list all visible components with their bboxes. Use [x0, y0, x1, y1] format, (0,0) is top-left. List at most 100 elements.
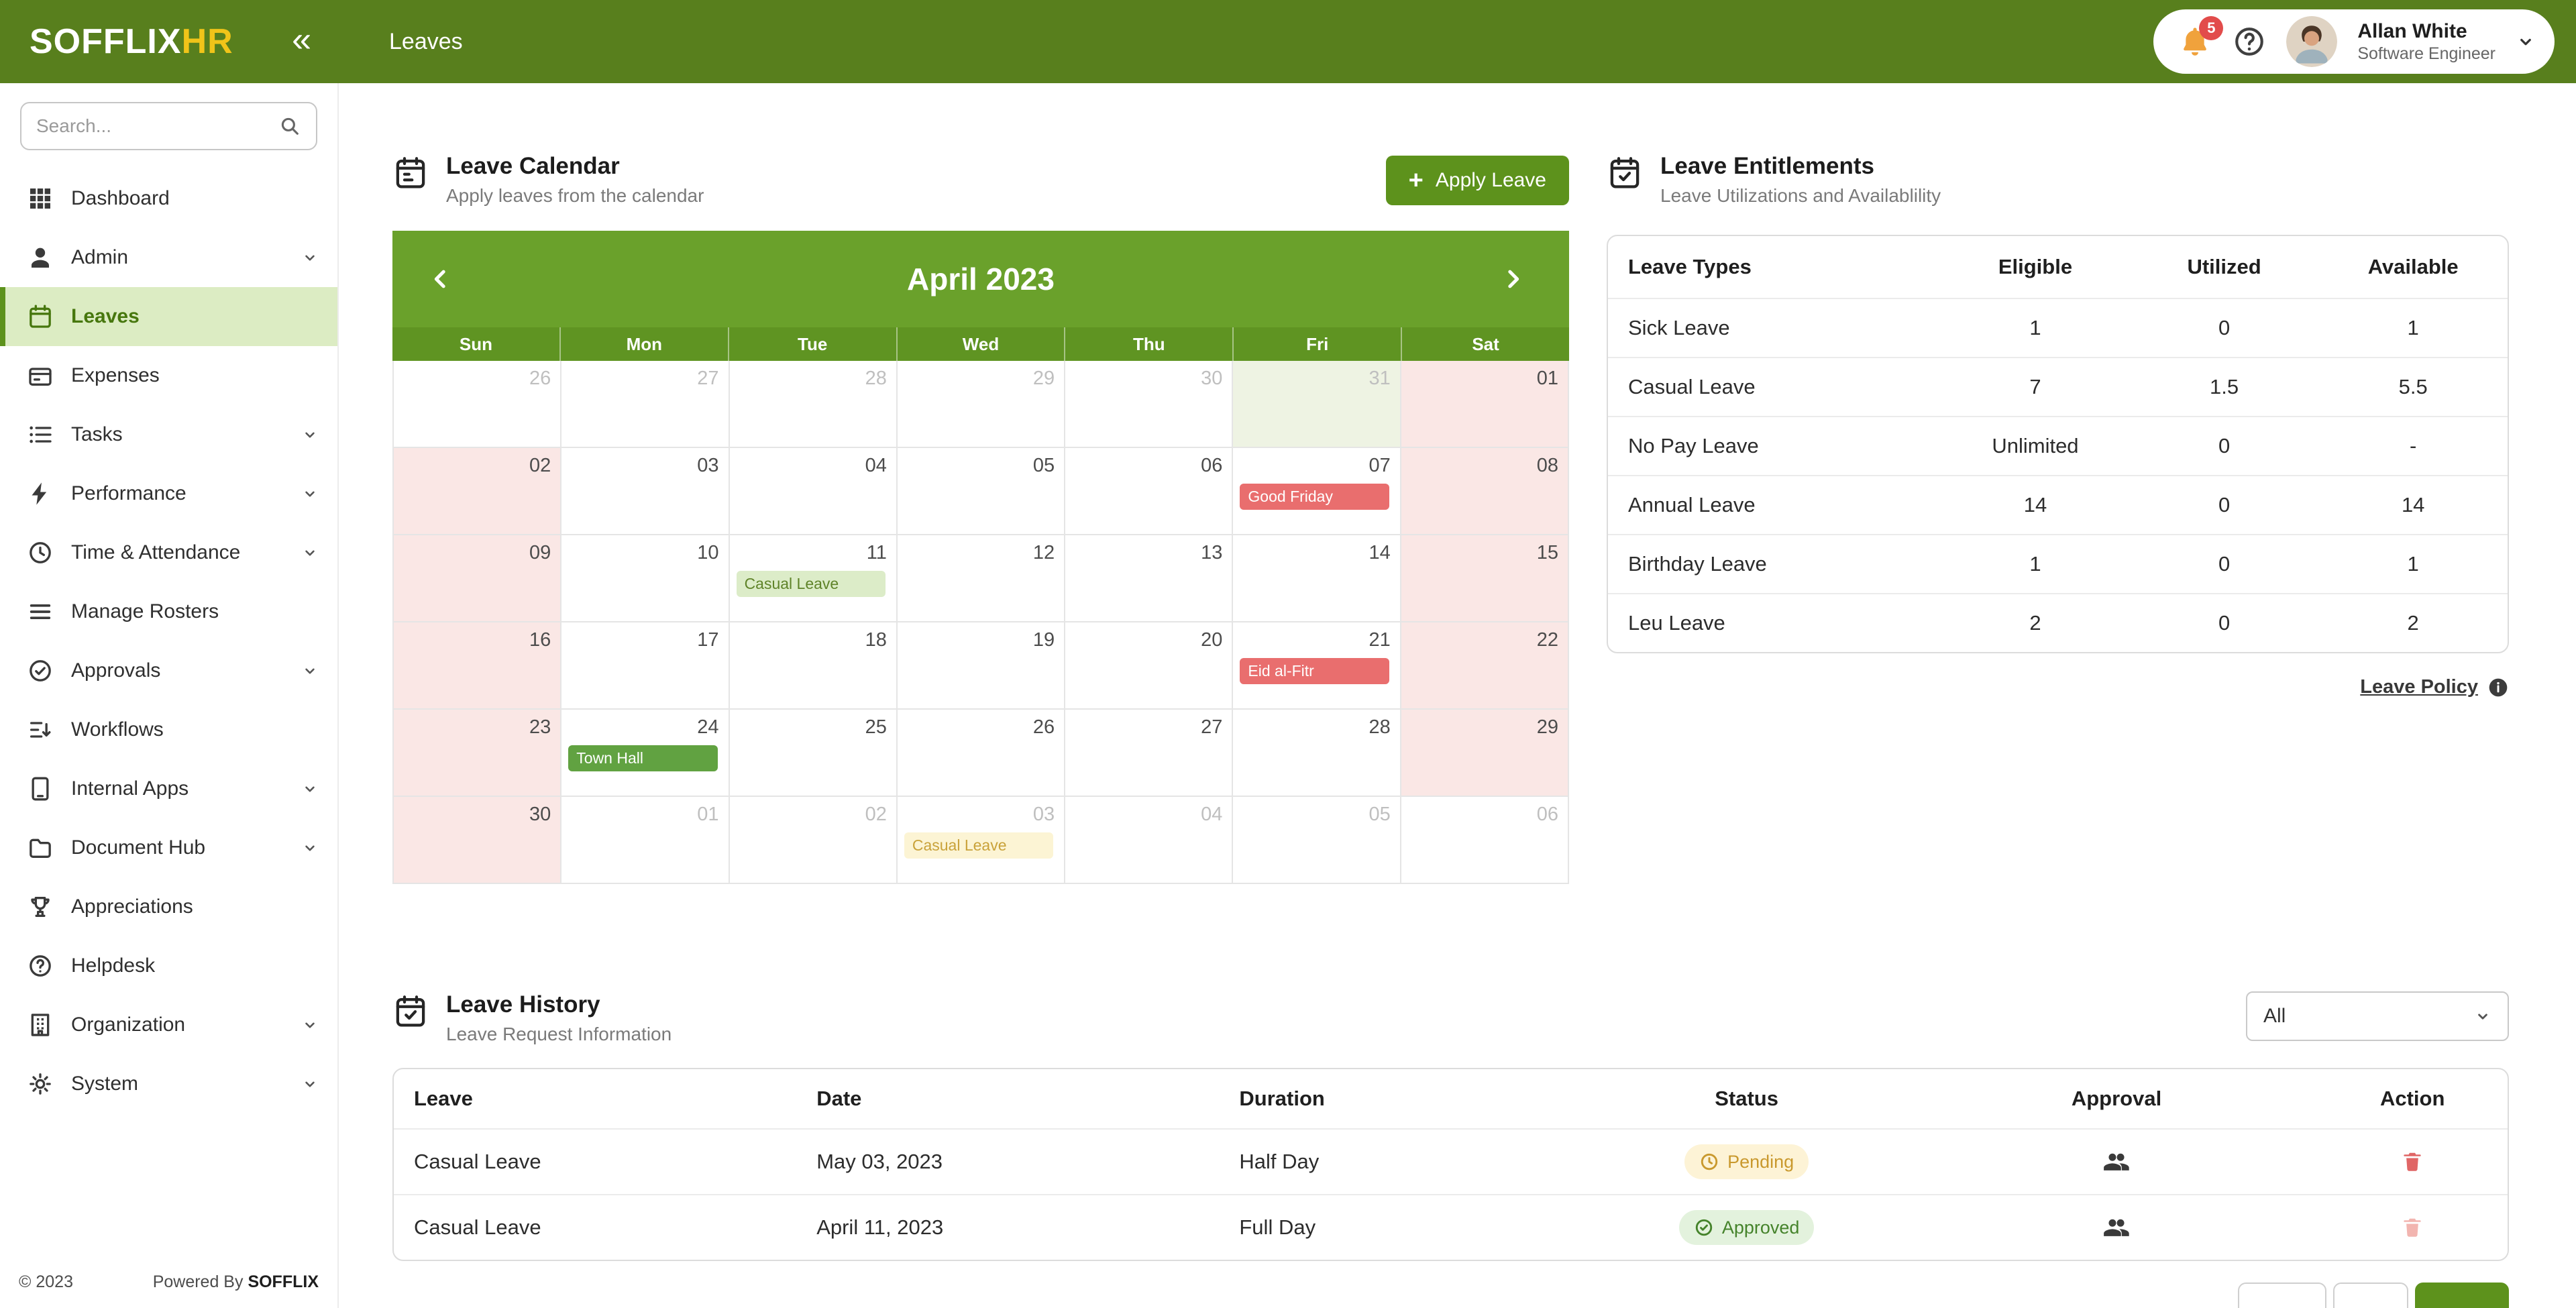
sidebar-item-time-attendance[interactable]: Time & Attendance [0, 523, 337, 582]
sidebar-item-internal-apps[interactable]: Internal Apps [0, 759, 337, 818]
sidebar-item-system[interactable]: System [0, 1054, 337, 1113]
sidebar-nav: Dashboard Admin Leaves Expenses Tasks Perform… [0, 169, 337, 1259]
calendar-day-cell[interactable]: 06 [1065, 448, 1234, 535]
sidebar-item-appreciations[interactable]: Appreciations [0, 877, 337, 936]
calendar-day-cell[interactable]: 04 [1065, 797, 1234, 884]
calendar-day-cell[interactable]: 03 [561, 448, 730, 535]
leave-value: 0 [2218, 434, 2231, 457]
sidebar-collapse-button[interactable]: « [292, 20, 311, 59]
sidebar-item-workflows[interactable]: Workflows [0, 700, 337, 759]
day-header: Sat [1472, 333, 1499, 354]
calendar-day-cell[interactable]: 26 [897, 710, 1066, 797]
calendar-day-cell[interactable]: 05 [897, 448, 1066, 535]
calendar-day-cell[interactable]: 30 [1065, 361, 1234, 448]
section-text: Leave Calendar Apply leaves from the cal… [446, 153, 704, 207]
calendar-day-cell[interactable]: 14 [1233, 535, 1401, 622]
sidebar-item-admin[interactable]: Admin [0, 228, 337, 287]
calendar-event[interactable]: Eid al-Fitr [1240, 658, 1389, 684]
entitlements-row: Casual Leave 7 1.5 5.5 [1608, 357, 2508, 416]
help-icon[interactable] [2233, 25, 2266, 58]
delete-button[interactable] [2400, 1150, 2424, 1174]
calendar-day-cell[interactable]: 29 [1401, 710, 1569, 797]
calendar-day-cell[interactable]: 25 [729, 710, 898, 797]
day-number: 05 [1032, 455, 1055, 476]
calendar-day-cell[interactable]: 13 [1065, 535, 1234, 622]
sidebar-item-approvals[interactable]: Approvals [0, 641, 337, 700]
next-month-button[interactable] [1499, 266, 1534, 292]
pagination-button-next[interactable] [2415, 1283, 2509, 1308]
app-logo[interactable]: SOFFLIXHR [30, 21, 233, 62]
calendar-day-cell[interactable]: 02 [729, 797, 898, 884]
calendar-day-cell[interactable]: 11 Casual Leave [729, 535, 898, 622]
calendar-day-cell[interactable]: 31 [1233, 361, 1401, 448]
section-title: Leave Entitlements [1660, 153, 1874, 179]
history-row: Casual Leave May 03, 2023 Half Day Pending [394, 1128, 2508, 1194]
notifications-button[interactable]: 5 [2178, 16, 2224, 59]
apply-leave-button[interactable]: + Apply Leave [1385, 156, 1569, 205]
calendar-event[interactable]: Town Hall [568, 745, 718, 771]
sidebar-item-performance[interactable]: Performance [0, 464, 337, 523]
sidebar-item-expenses[interactable]: Expenses [0, 346, 337, 405]
calendar-day-cell[interactable]: 18 [729, 622, 898, 710]
calendar-day-cell[interactable]: 19 [897, 622, 1066, 710]
sidebar-item-leaves[interactable]: Leaves [0, 287, 337, 346]
day-number: 16 [529, 629, 551, 651]
approvers-icon[interactable] [2102, 1213, 2131, 1242]
calendar-day-cell[interactable]: 28 [729, 361, 898, 448]
calendar-day-cell[interactable]: 27 [1065, 710, 1234, 797]
day-number: 13 [1201, 542, 1223, 563]
section-title: Leave Calendar [446, 153, 620, 179]
sidebar-item-helpdesk[interactable]: Helpdesk [0, 936, 337, 995]
calendar-day-cell[interactable]: 30 [394, 797, 562, 884]
search-icon[interactable] [278, 115, 301, 138]
sidebar-item-organization[interactable]: Organization [0, 995, 337, 1054]
pagination-button-prev[interactable] [2238, 1283, 2326, 1308]
calendar-event[interactable]: Good Friday [1240, 484, 1389, 510]
calendar-day-cell[interactable]: 01 [561, 797, 730, 884]
calendar-day-cell[interactable]: 28 [1233, 710, 1401, 797]
main-content: Leave Calendar Apply leaves from the cal… [339, 83, 2576, 1308]
calendar-day-cell[interactable]: 24 Town Hall [561, 710, 730, 797]
leave-entitlements-section: Leave Entitlements Leave Utilizations an… [1607, 153, 2509, 698]
sidebar-item-manage-rosters[interactable]: Manage Rosters [0, 582, 337, 641]
calendar-day-cell[interactable]: 29 [897, 361, 1066, 448]
folder-icon [27, 834, 54, 861]
chevron-down-icon[interactable] [2516, 32, 2536, 52]
delete-button[interactable] [2400, 1215, 2424, 1240]
calendar-day-cell[interactable]: 02 [394, 448, 562, 535]
calendar-day-cell[interactable]: 17 [561, 622, 730, 710]
calendar-day-cell[interactable]: 05 [1233, 797, 1401, 884]
calendar-day-cell[interactable]: 09 [394, 535, 562, 622]
leave-policy-link[interactable]: Leave Policy [2360, 676, 2509, 698]
calendar-day-cell[interactable]: 03 Casual Leave [897, 797, 1066, 884]
calendar-day-cell[interactable]: 07 Good Friday [1233, 448, 1401, 535]
calendar-day-cell[interactable]: 10 [561, 535, 730, 622]
calendar-day-cell[interactable]: 23 [394, 710, 562, 797]
prev-month-button[interactable] [427, 266, 462, 292]
search-input[interactable] [36, 115, 278, 137]
sidebar-item-document-hub[interactable]: Document Hub [0, 818, 337, 877]
calendar-day-cell[interactable]: 26 [394, 361, 562, 448]
calendar-day-cell[interactable]: 04 [729, 448, 898, 535]
calendar-event[interactable]: Casual Leave [904, 832, 1054, 859]
calendar-day-cell[interactable]: 08 [1401, 448, 1569, 535]
approvers-icon[interactable] [2102, 1147, 2131, 1177]
day-header: Fri [1234, 327, 1403, 361]
calendar-day-cell[interactable]: 27 [561, 361, 730, 448]
calendar-day-cell[interactable]: 20 [1065, 622, 1234, 710]
calendar-day-cell[interactable]: 15 [1401, 535, 1569, 622]
sidebar-item-label: Appreciations [71, 895, 193, 918]
calendar-day-cell[interactable]: 06 [1401, 797, 1569, 884]
calendar-day-cell[interactable]: 12 [897, 535, 1066, 622]
pagination-button-page[interactable] [2333, 1283, 2408, 1308]
calendar-day-cell[interactable]: 01 [1401, 361, 1569, 448]
calendar-event[interactable]: Casual Leave [736, 571, 885, 597]
calendar-day-cell[interactable]: 16 [394, 622, 562, 710]
sidebar-item-tasks[interactable]: Tasks [0, 405, 337, 464]
calendar-day-cell[interactable]: 22 [1401, 622, 1569, 710]
day-header: Thu [1065, 327, 1234, 361]
sidebar-item-dashboard[interactable]: Dashboard [0, 169, 337, 228]
avatar[interactable] [2286, 16, 2338, 67]
calendar-day-cell[interactable]: 21 Eid al-Fitr [1233, 622, 1401, 710]
history-filter-select[interactable]: All [2246, 991, 2509, 1041]
